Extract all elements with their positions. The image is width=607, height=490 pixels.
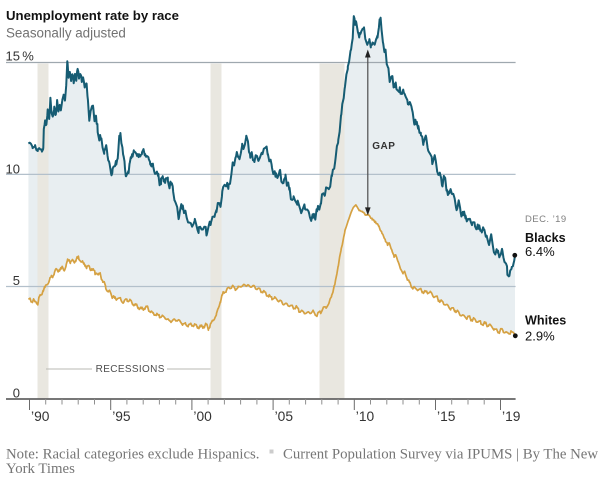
svg-text:5: 5 [13, 273, 20, 288]
svg-text:DEC. ’19: DEC. ’19 [525, 214, 567, 225]
svg-text:10: 10 [6, 161, 20, 176]
svg-text:’10: ’10 [356, 409, 375, 424]
svg-text:2.9%: 2.9% [525, 329, 555, 344]
svg-text:Whites: Whites [525, 314, 566, 328]
svg-text:’95: ’95 [112, 409, 131, 424]
svg-text:%: % [22, 49, 34, 64]
svg-text:Unemployment rate by race: Unemployment rate by race [6, 8, 179, 23]
svg-text:Seasonally adjusted: Seasonally adjusted [6, 26, 126, 41]
svg-text:15: 15 [6, 49, 20, 64]
svg-text:’19: ’19 [502, 409, 521, 424]
svg-text:’15: ’15 [437, 409, 456, 424]
svg-text:6.4%: 6.4% [525, 244, 555, 259]
svg-text:Note: Racial categories exclud: Note: Racial categories exclude Hispanic… [6, 447, 260, 463]
svg-text:Blacks: Blacks [525, 231, 566, 245]
svg-text:’00: ’00 [193, 409, 212, 424]
svg-text:’05: ’05 [275, 409, 294, 424]
svg-text:’90: ’90 [31, 409, 50, 424]
svg-text:York Times: York Times [6, 461, 75, 477]
svg-text:0: 0 [13, 385, 20, 400]
svg-text:RECESSIONS: RECESSIONS [96, 364, 165, 375]
svg-text:Current Population Survey via: Current Population Survey via IPUMS | By… [283, 447, 598, 463]
svg-text:GAP: GAP [372, 141, 395, 152]
